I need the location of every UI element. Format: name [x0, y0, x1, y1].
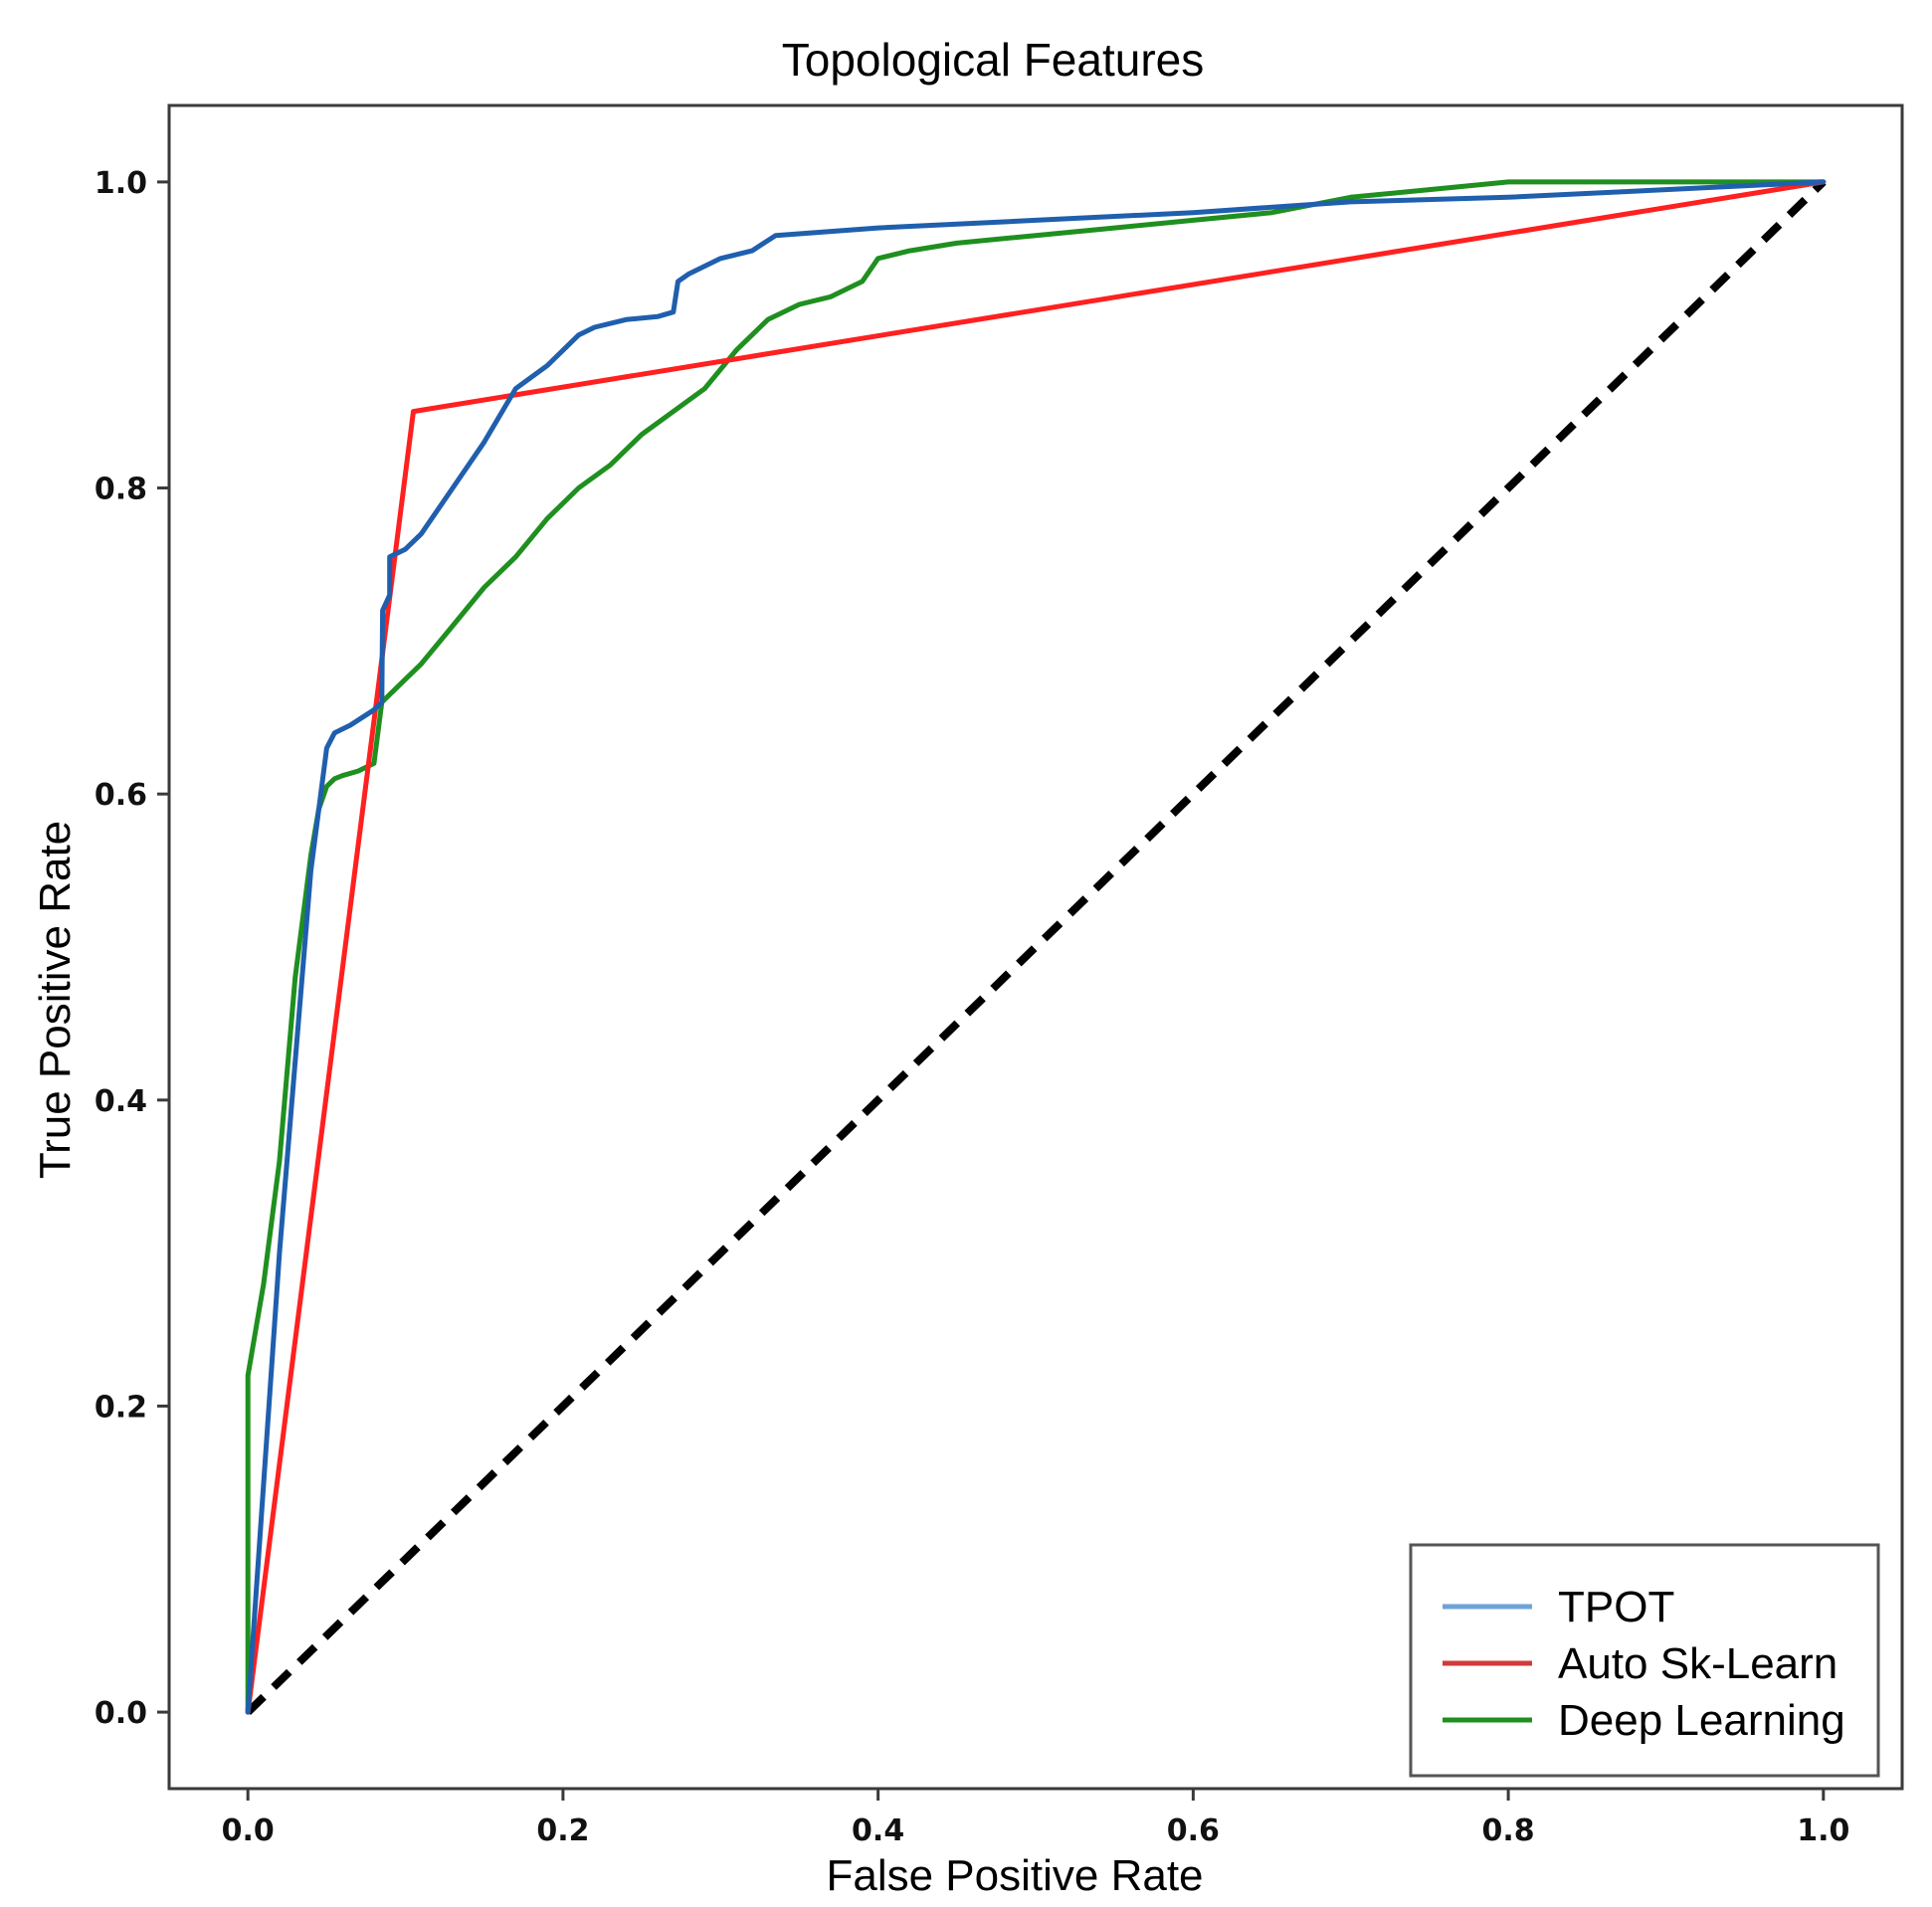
legend: TPOT Auto Sk-Learn Deep Learning — [1409, 1543, 1880, 1778]
legend-box — [1409, 1543, 1880, 1778]
y-tick-label: 0.4 — [95, 1084, 147, 1119]
plot-area-frame — [167, 103, 1904, 1791]
y-axis: 0.0 0.2 0.4 0.6 0.8 1.0 — [95, 166, 169, 1731]
y-tick-label: 1.0 — [95, 166, 147, 201]
y-tick-label: 0.8 — [95, 473, 147, 507]
series-line-tpot — [245, 179, 1827, 1715]
series-line-deep-learning — [245, 179, 1827, 1715]
x-tick-label: 0.2 — [536, 1813, 589, 1848]
x-axis-label: False Positive Rate — [826, 1851, 1203, 1900]
y-tick-label: 0.6 — [95, 778, 147, 813]
x-tick-label: 0.6 — [1167, 1813, 1220, 1848]
y-tick-label: 0.2 — [95, 1390, 147, 1425]
chart-title: Topological Features — [782, 34, 1204, 86]
y-axis-label: True Positive Rate — [31, 821, 80, 1179]
series-line-chance — [245, 179, 1827, 1715]
x-axis: 0.0 0.2 0.4 0.6 0.8 1.0 — [222, 1789, 1849, 1848]
y-tick-label: 0.0 — [95, 1696, 147, 1731]
x-tick-label: 1.0 — [1797, 1813, 1849, 1848]
legend-label-deep-learning: Deep Learning — [1558, 1696, 1845, 1745]
series-layer — [245, 179, 1827, 1715]
x-tick-label: 0.4 — [852, 1813, 904, 1848]
x-tick-label: 0.8 — [1482, 1813, 1535, 1848]
legend-label-tpot: TPOT — [1558, 1583, 1674, 1631]
series-line-auto-sk-learn — [245, 179, 1827, 1715]
x-tick-label: 0.0 — [222, 1813, 275, 1848]
legend-label-auto-sk-learn: Auto Sk-Learn — [1558, 1639, 1837, 1688]
